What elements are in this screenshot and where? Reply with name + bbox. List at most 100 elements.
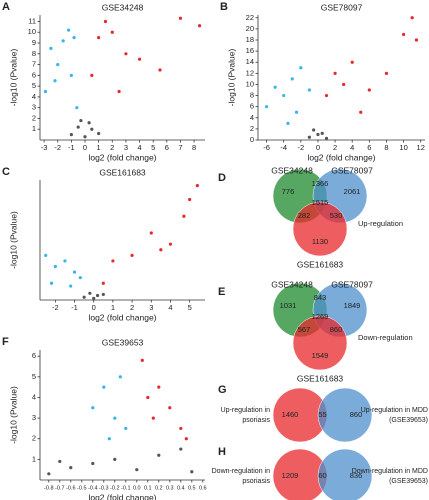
y-axis-label: -log10 (Pvalue) <box>8 386 18 444</box>
x-tick-label: -0.5 <box>77 485 86 491</box>
region-count: 2061 <box>344 187 361 196</box>
x-tick-label: 4 <box>168 303 172 312</box>
point <box>113 457 117 461</box>
point <box>82 295 86 299</box>
point <box>190 470 194 474</box>
point <box>72 36 76 40</box>
y-tick-label: 3 <box>32 103 36 112</box>
x-tick-label: 6 <box>165 143 169 152</box>
point <box>158 68 162 72</box>
point <box>75 106 79 110</box>
point <box>90 73 94 77</box>
x-tick-label: 8 <box>192 143 196 152</box>
point <box>290 77 294 81</box>
y-tick-label: 20 <box>246 24 254 33</box>
x-tick-label: 0 <box>92 303 96 312</box>
point <box>97 36 101 40</box>
point <box>137 57 142 61</box>
x-tick-label: -2 <box>52 303 59 312</box>
region-count: 567 <box>298 325 311 334</box>
x-tick-label: -2 <box>54 143 61 152</box>
y-tick-label: 2 <box>250 124 254 133</box>
x-tick-label: 1 <box>111 303 115 312</box>
point <box>359 110 363 114</box>
region-count: 1366 <box>312 179 329 188</box>
point <box>367 88 371 92</box>
region-count: 55 <box>318 410 326 419</box>
point <box>168 242 173 246</box>
point <box>307 135 311 139</box>
point <box>58 459 62 464</box>
x-tick-label: 0.6 <box>199 485 207 491</box>
x-tick-label: 7 <box>178 143 182 152</box>
point <box>49 281 54 285</box>
region-count: 1269 <box>312 312 329 321</box>
panel-letter: C <box>2 166 10 178</box>
set-label: psoriasis <box>242 417 270 424</box>
panel-letter: F <box>2 336 9 348</box>
set-label: psoriasis <box>242 478 270 485</box>
point <box>342 82 346 87</box>
point <box>401 32 406 37</box>
venn-label: Up-regulation <box>358 219 403 228</box>
x-tick-label: 6 <box>367 143 371 152</box>
x-tick-label: 5 <box>151 143 155 152</box>
set-label: Up-regulation in <box>221 407 271 414</box>
point <box>69 466 73 470</box>
point <box>43 89 48 94</box>
point <box>53 79 57 83</box>
y-tick-label: 2 <box>32 113 36 122</box>
point <box>61 39 65 43</box>
set-label: GSE34248 <box>271 279 313 289</box>
x-tick-label: 5 <box>188 303 192 312</box>
point <box>118 375 122 379</box>
point <box>90 127 94 131</box>
x-tick-label: -1 <box>71 303 78 312</box>
x-tick-label: 0.5 <box>188 485 196 491</box>
region-count: 1849 <box>344 301 361 310</box>
region-count: 776 <box>282 187 295 196</box>
y-tick-label: 1 <box>32 454 36 463</box>
x-tick-label: 12 <box>417 143 425 152</box>
point <box>182 214 186 218</box>
y-tick-label: 4 <box>32 392 36 401</box>
venn-circle <box>292 201 348 257</box>
y-tick-label: 11 <box>28 16 36 25</box>
y-axis-label: -log10 (Pvalue) <box>8 211 18 269</box>
point <box>102 385 106 389</box>
y-tick-label: 6 <box>250 102 254 111</box>
point <box>117 89 121 94</box>
panel-letter: G <box>218 384 227 396</box>
set-label: Down-regulation in <box>212 468 270 475</box>
y-tick-label: 16 <box>246 46 254 55</box>
point <box>95 293 100 298</box>
point <box>101 281 105 285</box>
point <box>67 28 71 32</box>
point <box>110 30 114 34</box>
y-tick-label: 9 <box>32 38 36 47</box>
point <box>91 406 95 410</box>
set-label: GSE34248 <box>271 165 313 175</box>
panel-letter: D <box>218 172 226 184</box>
y-tick-label: 6 <box>32 351 36 360</box>
point <box>72 270 77 274</box>
x-tick-label: 3 <box>124 143 128 152</box>
y-tick-label: 5 <box>32 372 36 381</box>
point <box>414 38 419 42</box>
x-tick-label: -0.1 <box>121 485 130 491</box>
venn-circle <box>317 448 373 500</box>
point <box>124 52 128 56</box>
point <box>307 88 311 92</box>
x-axis-label: log2 (fold change) <box>88 312 156 322</box>
point <box>101 292 105 297</box>
venn-circle <box>292 315 348 371</box>
x-axis-label: log2 (fold change) <box>307 152 375 162</box>
point <box>146 395 150 400</box>
point <box>178 16 183 20</box>
y-tick-label: 5 <box>32 81 36 90</box>
point <box>87 121 91 125</box>
x-tick-label: 0.3 <box>166 485 174 491</box>
region-count: 282 <box>298 211 311 220</box>
point <box>282 93 286 98</box>
x-axis-label: log2 (fold change) <box>88 152 156 162</box>
